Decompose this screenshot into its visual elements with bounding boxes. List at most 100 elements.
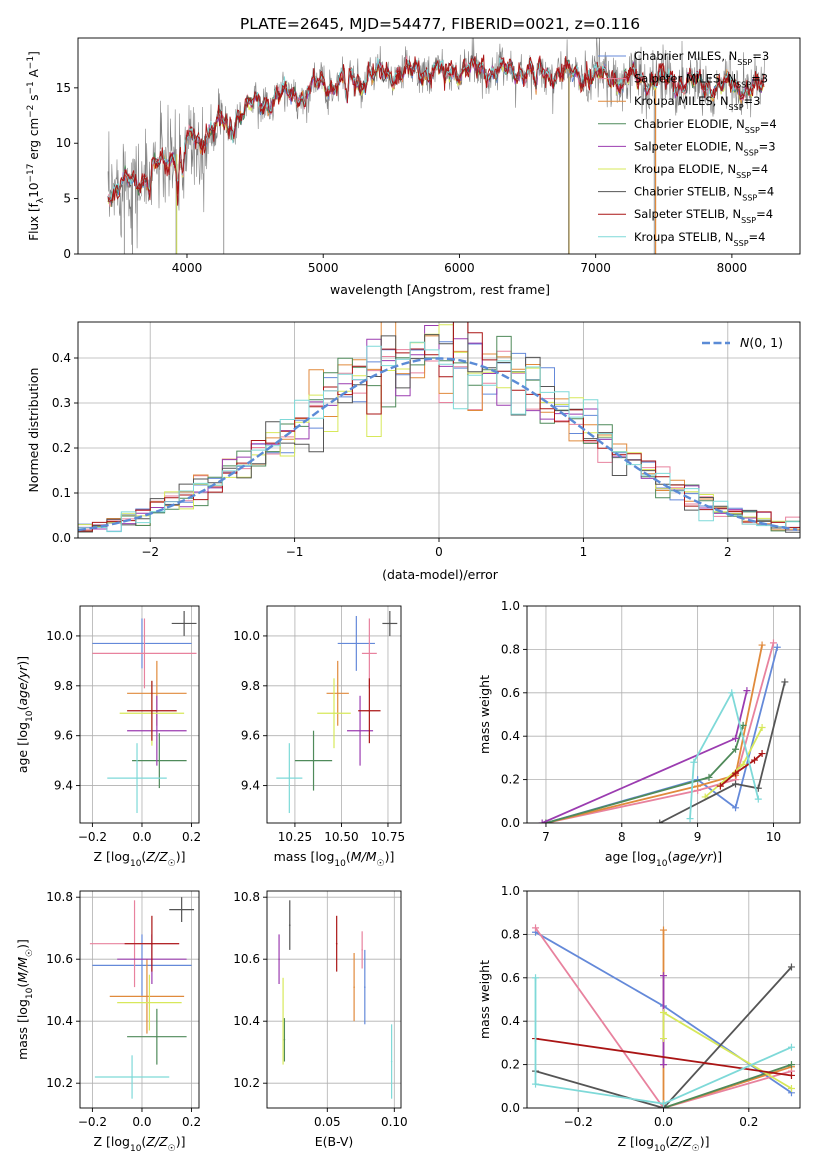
axes-frame	[77, 37, 801, 255]
spectrum-y-label-part: −1	[26, 81, 36, 94]
mass_vs_Z-y-label-part: M/M	[15, 957, 30, 983]
age_vs_Z-y-label-part: )]	[15, 656, 30, 666]
mass_vs_ebv-x-label: E(B-V)	[315, 1134, 354, 1149]
mass-weight-marker	[787, 963, 795, 971]
mass_vs_Z-plot	[89, 897, 195, 1099]
mass_weight_vs_Z-plot	[532, 924, 795, 1108]
spectrum-x-label: wavelength [Angstrom, rest frame]	[330, 282, 550, 297]
y-tick-label: 10.4	[46, 1014, 73, 1028]
legend-text: =3	[751, 72, 768, 86]
histogram-y-label: Normed distribution	[26, 368, 41, 493]
mass-weight-marker	[743, 687, 751, 695]
y-tick-label: 9.8	[241, 679, 260, 693]
data-point	[156, 692, 158, 695]
y-tick-label: 10.8	[233, 890, 260, 904]
mass-weight-marker	[660, 1061, 667, 1069]
age_vs_mass-x-label-part: (	[346, 849, 351, 864]
mass_weight_vs_age-frame: 7 8 9 10 0.0 0.2 0.4 0.6 0.8 1.0	[501, 599, 801, 844]
legend-sub: SSP	[734, 238, 749, 247]
mass-weight-marker	[690, 758, 698, 766]
y-tick-label: 10.0	[46, 629, 73, 643]
mass-weight-line	[534, 927, 792, 1108]
mass_weight_vs_age-plot	[538, 639, 789, 823]
axes-frame	[79, 605, 200, 824]
mass-weight-marker	[754, 795, 762, 803]
mass_weight_vs_Z-x-label: Z [log10(Z/Z☉)]	[618, 1134, 710, 1154]
mass-weight-marker	[739, 760, 747, 768]
legend-label: N(0, 1)	[740, 335, 783, 350]
y-tick-label: 10.6	[46, 952, 73, 966]
spectrum-y-label-part: −17	[26, 164, 36, 183]
mass-weight-marker	[660, 1035, 667, 1043]
mass-weight-marker	[758, 750, 766, 758]
x-tick-label: 0.0	[132, 830, 151, 844]
data-point	[141, 642, 143, 645]
x-tick-label: 0.2	[182, 1115, 201, 1129]
data-point	[333, 712, 335, 715]
x-tick-label: 8000	[717, 261, 748, 275]
mass-weight-marker	[787, 1071, 795, 1079]
mass-weight-marker	[686, 815, 694, 823]
mass-weight-line	[545, 725, 744, 823]
mass_weight_vs_Z-x-label-part: Z [log	[618, 1134, 654, 1149]
age_vs_Z-axes	[80, 606, 199, 823]
axes-frame	[266, 890, 402, 1109]
y-tick-label: 0.3	[52, 396, 71, 410]
mass_vs_Z-y-label-part: ☉	[25, 949, 35, 957]
mass-weight-marker	[532, 1080, 540, 1088]
data-point	[283, 1039, 286, 1041]
y-tick-label: 0.8	[501, 642, 520, 656]
x-tick-label: 0.05	[314, 1115, 341, 1129]
spectrum-y-label-part: ]	[27, 51, 41, 56]
mass_weight_vs_Z-x-label-part: (	[665, 1134, 670, 1149]
legend-text: Kroupa ELODIE, N	[634, 162, 736, 176]
spectrum-y-label-part: −2	[26, 105, 36, 118]
age_vs_Z-y-label: age [log10(age/yr)]	[15, 656, 35, 773]
x-tick-label: −0.2	[78, 1115, 107, 1129]
age_vs_Z-frame: −0.2 0.0 0.2 9.4 9.6 9.8 10.0	[46, 605, 201, 844]
mass_weight_vs_Z-frame: −0.2 0.0 0.2 0.0 0.2 0.4 0.6 0.8 1.0	[501, 884, 801, 1129]
data-point	[336, 692, 339, 695]
mass_weight_vs_age-x-label-part: age/yr	[672, 849, 713, 864]
legend-text: =4	[756, 207, 773, 221]
x-tick-label: 0.2	[739, 1115, 758, 1129]
age_vs_mass-x-label-part: M/M	[351, 849, 377, 864]
y-tick-label: 9.6	[241, 729, 260, 743]
age_vs_Z-y-label-part: age/yr	[15, 665, 30, 706]
x-tick-label: 7000	[580, 261, 611, 275]
x-tick-label: −0.2	[564, 1115, 593, 1129]
mass_vs_ebv-plot	[278, 900, 393, 1099]
legend-label: Salpeter STELIB, NSSP=4	[634, 207, 773, 225]
mass_weight_vs_Z-y-label: mass weight	[477, 960, 492, 1039]
x-tick-label: 7	[542, 830, 550, 844]
age_vs_Z-x-label: Z [log10(Z/Z☉)]	[94, 849, 186, 869]
legend-sub: SSP	[742, 193, 757, 202]
legend-text: =4	[751, 162, 768, 176]
spectrum-y-label-part: erg cm	[27, 118, 41, 164]
legend-sub: SSP	[745, 125, 760, 134]
mass-weight-marker	[732, 745, 740, 753]
y-tick-label: 9.6	[54, 729, 73, 743]
data-point	[355, 642, 358, 645]
mass-weight-marker	[656, 819, 664, 823]
legend-text: =4	[757, 185, 774, 199]
legend-text: =3	[744, 94, 761, 108]
spectrum-y-label-part: λ	[36, 197, 46, 203]
age_vs_Z-x-label-part: Z [log	[94, 849, 130, 864]
mass_weight_vs_age-x-label-part: age [log	[605, 849, 656, 864]
legend-text: Kroupa MILES, N	[634, 94, 729, 108]
age_vs_Z-y-label-part: (	[15, 706, 30, 711]
mass-weight-marker	[787, 1043, 795, 1051]
mass-weight-marker	[732, 804, 740, 812]
mass-weight-line	[535, 966, 793, 1108]
mass-weight-marker	[660, 1009, 667, 1017]
age_vs_Z-plot	[92, 610, 197, 814]
age_vs_mass-plot	[276, 610, 398, 814]
mass_weight_vs_age-x-label: age [log10(age/yr)]	[605, 849, 722, 869]
normal-curve	[78, 357, 798, 532]
axes-frame	[79, 890, 200, 1109]
data-point	[156, 1035, 158, 1038]
legend-sub: SSP	[744, 148, 759, 157]
legend-text: Chabrier ELODIE, N	[634, 117, 745, 131]
data-point	[389, 622, 391, 625]
